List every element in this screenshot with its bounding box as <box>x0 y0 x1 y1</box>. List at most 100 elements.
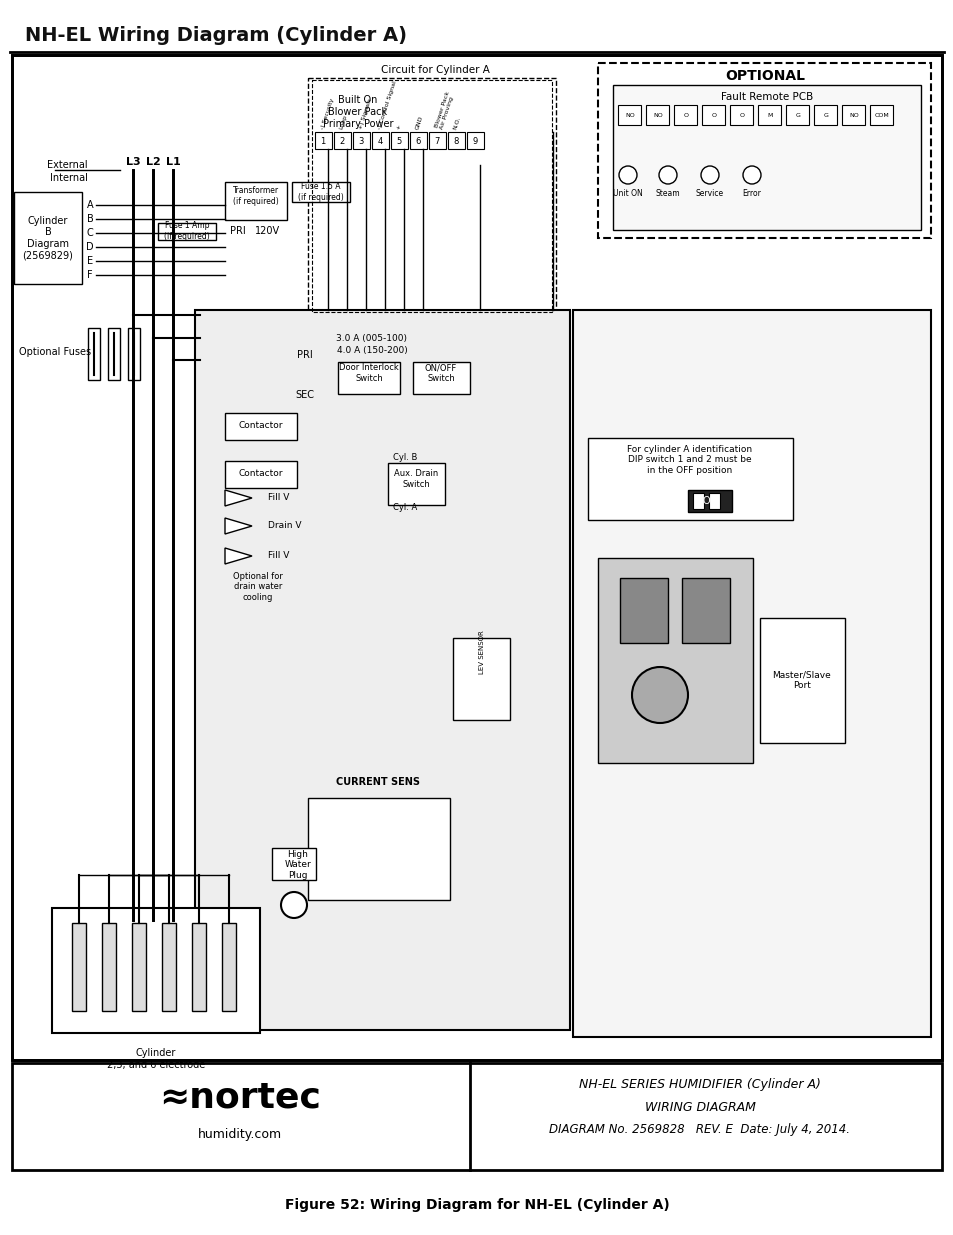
Bar <box>272 848 315 881</box>
Bar <box>729 105 752 125</box>
Text: Steam: Steam <box>655 189 679 198</box>
Text: -) Security: -) Security <box>319 98 335 130</box>
Text: Contactor: Contactor <box>238 469 283 478</box>
Text: E: E <box>87 256 93 266</box>
Text: Master/Slave
Port: Master/Slave Port <box>772 671 830 689</box>
Text: Optional for
drain water
cooling: Optional for drain water cooling <box>233 572 283 601</box>
Text: O: O <box>739 112 743 117</box>
Text: C: C <box>87 228 93 238</box>
Text: O: O <box>711 112 716 117</box>
Text: NO: NO <box>848 112 858 117</box>
Text: Transformer
(if required): Transformer (if required) <box>233 186 279 206</box>
Bar <box>225 461 296 488</box>
Text: OPTIONAL: OPTIONAL <box>724 69 804 83</box>
Text: High
Water
Plug: High Water Plug <box>284 850 311 879</box>
Text: ON/OFF
Switch: ON/OFF Switch <box>424 363 456 383</box>
Bar <box>108 329 120 380</box>
Bar <box>598 63 930 238</box>
Text: Contactor: Contactor <box>238 421 283 431</box>
Text: Service: Service <box>695 189 723 198</box>
Polygon shape <box>225 490 252 506</box>
Text: 4: 4 <box>377 137 382 146</box>
Bar <box>758 105 781 125</box>
Text: NO: NO <box>624 112 634 117</box>
Text: 9: 9 <box>472 137 477 146</box>
Bar <box>12 56 941 1060</box>
Bar <box>14 191 82 284</box>
Bar <box>692 493 703 509</box>
Text: ≈nortec: ≈nortec <box>159 1081 320 1115</box>
Text: NO: NO <box>653 112 662 117</box>
Bar <box>673 105 697 125</box>
Text: WIRING DIAGRAM: WIRING DIAGRAM <box>644 1102 755 1114</box>
Bar <box>453 638 510 720</box>
Text: Fuse 1.5 A
(if required): Fuse 1.5 A (if required) <box>297 183 343 201</box>
Circle shape <box>742 165 760 184</box>
Bar <box>467 132 483 149</box>
Text: 3: 3 <box>358 137 363 146</box>
Text: B: B <box>87 214 93 224</box>
Bar <box>192 923 206 1011</box>
Bar <box>225 182 287 220</box>
Text: Fuse 1 Amp
(if required): Fuse 1 Amp (if required) <box>164 221 210 241</box>
Text: Aux. Drain
Switch: Aux. Drain Switch <box>394 469 437 489</box>
Text: Blower Pack
Air Proving: Blower Pack Air Proving <box>434 90 456 130</box>
Text: 6: 6 <box>415 137 420 146</box>
Text: Fault Remote PCB: Fault Remote PCB <box>720 91 812 103</box>
Polygon shape <box>225 517 252 534</box>
Bar <box>158 224 215 240</box>
Text: Unit ON: Unit ON <box>613 189 642 198</box>
Circle shape <box>281 892 307 918</box>
Bar <box>308 798 450 900</box>
Text: +) Signals: +) Signals <box>357 98 373 130</box>
Text: F: F <box>87 270 92 280</box>
Bar <box>410 132 427 149</box>
Bar <box>841 105 864 125</box>
Bar <box>645 105 668 125</box>
Text: NH-EL Wiring Diagram (Cylinder A): NH-EL Wiring Diagram (Cylinder A) <box>25 26 407 44</box>
Bar <box>292 182 350 203</box>
Text: 5: 5 <box>395 137 401 146</box>
Text: CURRENT SENS: CURRENT SENS <box>335 777 419 787</box>
Bar <box>687 490 731 513</box>
Text: Cylinder
B
Diagram
(2569829): Cylinder B Diagram (2569829) <box>23 216 73 261</box>
Text: humidity.com: humidity.com <box>197 1129 282 1141</box>
Text: 1: 1 <box>320 137 325 146</box>
Bar <box>448 132 464 149</box>
Bar <box>162 923 175 1011</box>
Text: Built On
Blower Pack
Primary Power: Built On Blower Pack Primary Power <box>322 95 393 128</box>
Bar <box>71 923 86 1011</box>
Circle shape <box>618 165 637 184</box>
Circle shape <box>700 165 719 184</box>
Bar <box>312 80 552 312</box>
Text: Error: Error <box>741 189 760 198</box>
Bar <box>613 85 920 230</box>
Text: G: G <box>822 112 827 117</box>
Bar <box>708 493 720 509</box>
Bar <box>760 618 844 743</box>
Bar <box>308 78 556 310</box>
Text: SEC: SEC <box>295 390 314 400</box>
Bar <box>102 923 116 1011</box>
Text: DIAGRAM No. 2569828   REV. E  Date: July 4, 2014.: DIAGRAM No. 2569828 REV. E Date: July 4,… <box>549 1124 850 1136</box>
Bar <box>194 310 569 1030</box>
Bar <box>869 105 892 125</box>
Text: Fill V: Fill V <box>268 494 289 503</box>
Bar <box>372 132 389 149</box>
Text: 2: 2 <box>339 137 344 146</box>
Text: Internal: Internal <box>51 173 88 183</box>
Polygon shape <box>225 548 252 564</box>
Bar <box>314 132 332 149</box>
Bar <box>88 329 100 380</box>
Text: Drain V: Drain V <box>268 521 301 531</box>
Bar <box>12 1063 941 1170</box>
Text: N.O.: N.O. <box>453 116 461 130</box>
Text: PRI: PRI <box>296 350 313 359</box>
Circle shape <box>659 165 677 184</box>
Text: Cyl. A: Cyl. A <box>393 504 416 513</box>
Text: COM: COM <box>874 112 888 117</box>
Text: Optional Fuses: Optional Fuses <box>19 347 91 357</box>
Text: A: A <box>87 200 93 210</box>
Text: 7: 7 <box>434 137 439 146</box>
Bar <box>785 105 808 125</box>
